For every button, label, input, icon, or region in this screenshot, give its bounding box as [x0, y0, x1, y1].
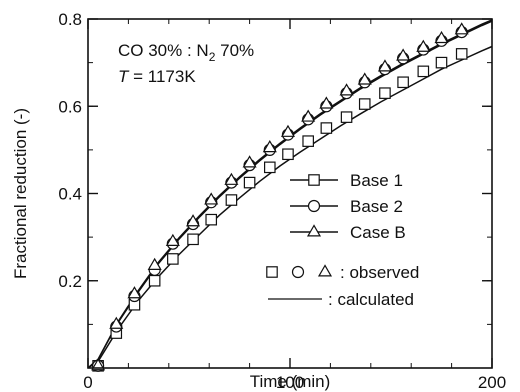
observed-point-triangle [319, 96, 334, 109]
condition-temp-annotation: T = 1173K [118, 67, 196, 86]
legend-marker-square [308, 174, 320, 186]
x-tick-label: 100 [276, 373, 304, 392]
observed-point-square [282, 148, 294, 161]
x-tick-label: 0 [83, 373, 92, 392]
observed-point-triangle [416, 39, 431, 52]
observed-point-triangle [357, 72, 372, 85]
gas-subscript: 2 [209, 50, 216, 64]
observed-point-triangle [396, 48, 411, 61]
temp-value: = 1173K [128, 67, 196, 86]
temp-var: T [118, 67, 130, 86]
legend-observed-circle [291, 265, 305, 279]
observed-point-square [320, 122, 333, 134]
observed-point-square [205, 213, 218, 226]
observed-point-square [187, 233, 199, 246]
y-tick-label: 0.4 [58, 185, 82, 204]
observed-point-square [379, 87, 391, 99]
legend-label-triangle: Case B [350, 223, 406, 242]
observed-point-triangle [454, 22, 469, 35]
observed-point-triangle [242, 155, 257, 168]
x-tick-label: 200 [478, 373, 506, 392]
gas-text-a: CO 30% : N [118, 41, 209, 60]
observed-point-square [243, 176, 256, 189]
y-tick-label: 0.2 [58, 272, 82, 291]
legend-observed-square [266, 266, 278, 278]
observed-point-triangle [165, 233, 180, 246]
observed-point-square [455, 48, 468, 60]
observed-point-square [148, 274, 161, 287]
observed-point-triangle [301, 109, 316, 122]
y-tick-label: 0.8 [58, 10, 82, 29]
calculated-line-square [87, 45, 493, 369]
observed-point-square [225, 194, 238, 206]
legend-observed-triangle [317, 264, 333, 277]
observed-point-triangle [224, 172, 239, 185]
observed-point-triangle [377, 59, 392, 72]
legend-label-square: Base 1 [350, 171, 403, 190]
observed-point-square [358, 98, 371, 110]
observed-point-triangle [109, 316, 124, 329]
observed-point-square [167, 253, 179, 265]
legend-observed-calculated: : observed : calculated [266, 263, 419, 309]
gas-text-b: 70% [215, 41, 254, 60]
observed-point-square [435, 56, 448, 69]
legend-calculated-label: : calculated [328, 290, 414, 309]
observed-point-triangle [434, 30, 449, 44]
legend: Base 1 Base 2 Case B [290, 171, 406, 242]
observed-point-triangle [91, 358, 106, 371]
legend-observed-label: : observed [340, 263, 419, 282]
observed-markers [91, 22, 469, 372]
y-axis-title: Fractional reduction (-) [11, 108, 30, 279]
legend-marker-circle [307, 199, 321, 213]
observed-point-triangle [186, 214, 201, 227]
observed-point-triangle [280, 124, 296, 137]
observed-point-square [417, 65, 430, 78]
condition-gas-annotation: CO 30% : N2 70% [118, 41, 254, 64]
legend-marker-triangle [306, 224, 322, 237]
y-tick-label: 0.6 [58, 97, 82, 116]
observed-point-triangle [262, 139, 277, 153]
observed-point-square [397, 76, 409, 89]
tick-labels: 0 100 200 0.2 0.4 0.6 0.8 [58, 10, 506, 392]
observed-point-triangle [147, 257, 162, 270]
plot-frame [87, 18, 493, 369]
observed-point-square [340, 111, 353, 123]
observed-point-square [302, 135, 314, 147]
observed-point-triangle [339, 83, 354, 96]
observed-point-triangle [127, 286, 142, 299]
observed-point-triangle [204, 192, 219, 205]
legend-label-circle: Base 2 [350, 197, 403, 216]
x-axis-title: Time (min) [250, 372, 331, 391]
observed-point-square [264, 161, 276, 174]
